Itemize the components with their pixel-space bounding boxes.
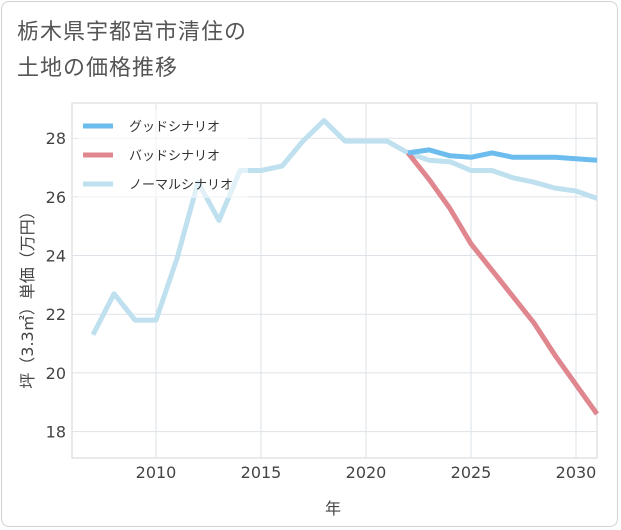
series-lines [90, 118, 600, 416]
y-tick-label: 20 [46, 364, 66, 383]
y-tick-label: 22 [46, 305, 66, 324]
legend-label: グッドシナリオ [129, 120, 220, 135]
chart-title-line-1: 栃木県宇都宮市清住の [17, 20, 248, 45]
y-tick-label: 28 [46, 129, 66, 148]
series-line-3 [90, 118, 598, 336]
x-tick-label: 2030 [556, 463, 597, 482]
y-tick-label: 18 [46, 423, 66, 442]
x-tick-label: 2010 [136, 463, 177, 482]
y-tick-label: 26 [46, 188, 66, 207]
x-axis-title: 年 [325, 499, 341, 518]
y-tick-label: 24 [46, 247, 66, 266]
chart-title: 栃木県宇都宮市清住の 土地の価格推移 [17, 15, 337, 87]
series-line-1 [407, 147, 598, 163]
series-line-2 [406, 151, 600, 416]
y-axis-title: 坪（3.3㎡）単価（万円） [18, 203, 37, 388]
legend-label: ノーマルシナリオ [129, 178, 233, 193]
x-tick-label: 2025 [451, 463, 492, 482]
legend-label: バッドシナリオ [129, 149, 220, 164]
x-tick-label: 2020 [346, 463, 387, 482]
chart-title-line-2: 土地の価格推移 [17, 56, 179, 81]
x-tick-label: 2015 [241, 463, 282, 482]
axis-ticks: 2010 2015 2020 2025 2030 18 20 22 24 26 28 [46, 129, 597, 482]
